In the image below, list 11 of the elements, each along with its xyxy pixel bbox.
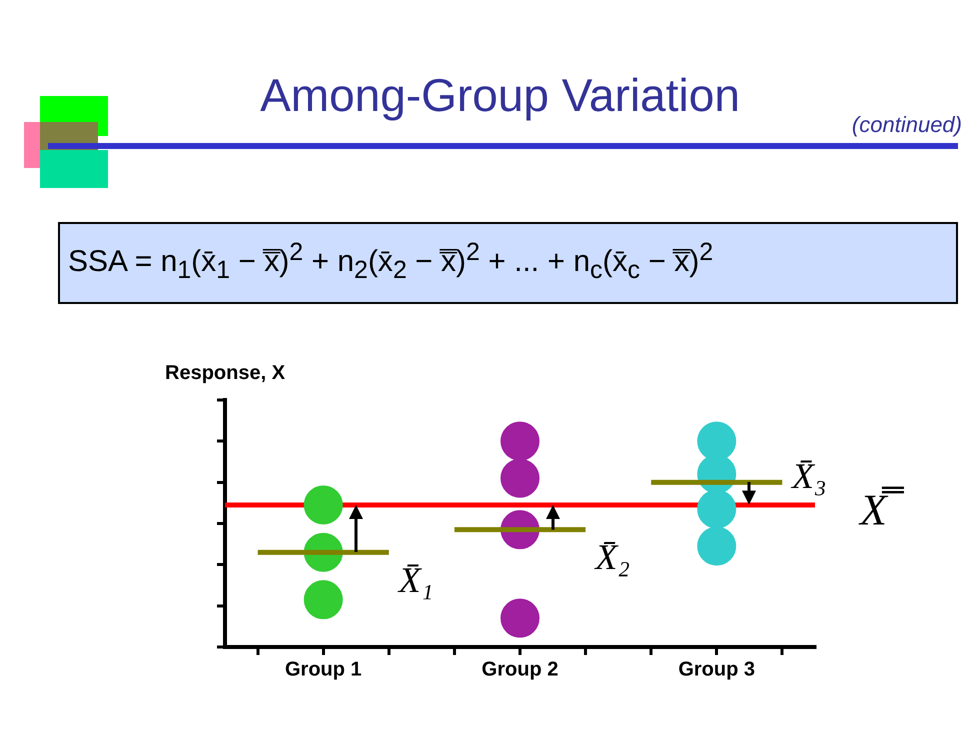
x-tick-label: Group 1 [284, 658, 362, 681]
annotation: X̄₁ [396, 560, 434, 600]
text: SSA = n$_{1}$(x̄$_{1}$ − x̿)$^{2}$ + n$_{2}$(x̄$_{2}$ − x̿)$^{2}$ + ... + n$_{c}$(x̄$_{c}$ − x̿)$^{2}$ [68, 238, 714, 284]
annotation: X̄₃ [790, 456, 827, 496]
annotation: X̄₂ [593, 537, 630, 578]
text: (continued) [852, 112, 962, 138]
y-axis-title: Response, X [165, 362, 286, 385]
ref-line-label: X̿ [858, 486, 905, 535]
chart-title: Among-Group Variation [259, 68, 741, 122]
x-tick-label: Group 3 [678, 658, 756, 681]
x-tick-label: Group 2 [482, 658, 558, 681]
